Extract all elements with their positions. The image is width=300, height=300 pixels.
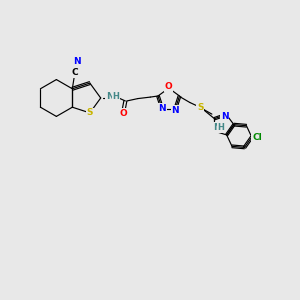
Text: O: O [119,109,127,118]
Text: H: H [112,92,119,101]
Text: C: C [72,68,78,77]
Text: S: S [87,108,93,117]
Text: Cl: Cl [252,133,262,142]
Text: N: N [73,57,80,66]
Text: S: S [197,103,204,112]
Text: H: H [218,123,225,132]
Text: N: N [213,123,221,132]
Text: N: N [172,106,179,115]
Text: N: N [106,92,114,101]
Text: O: O [165,82,172,91]
Text: N: N [221,112,229,122]
Text: N: N [158,104,166,113]
